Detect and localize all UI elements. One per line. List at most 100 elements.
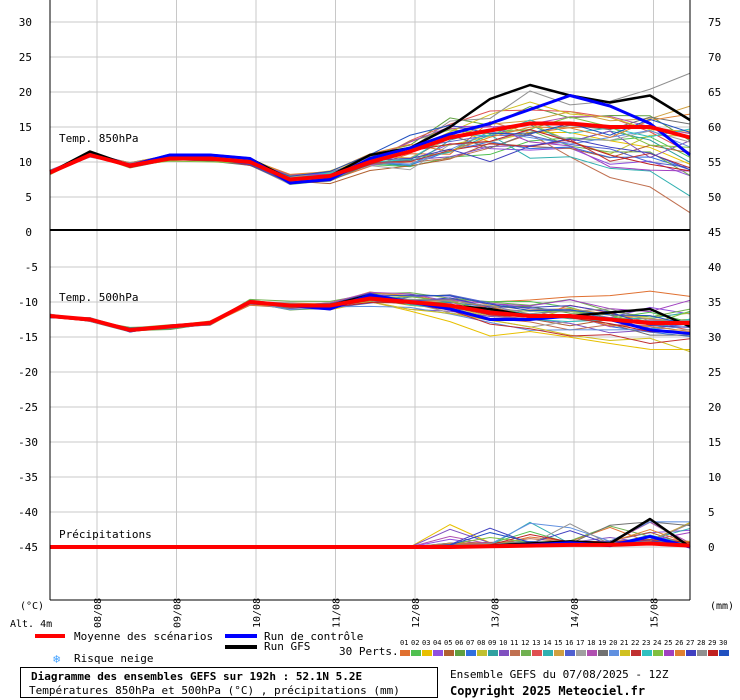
y2-tick-label: 30 — [708, 331, 721, 344]
y-tick-label: -10 — [18, 296, 38, 309]
x-tick-label: 13/08 — [491, 598, 502, 628]
y-tick-label: -45 — [18, 541, 38, 554]
pert-color-swatch — [433, 650, 443, 656]
y-tick-label: -40 — [18, 506, 38, 519]
pert-color-swatch — [466, 650, 476, 656]
pert-color-swatch — [477, 650, 487, 656]
pert-color-swatch — [532, 650, 542, 656]
pert-color-swatch — [642, 650, 652, 656]
y-tick-label: 25 — [19, 51, 32, 64]
x-tick-label: 10/08 — [252, 598, 263, 628]
pert-id-label: 28 — [697, 639, 706, 647]
y-tick-label: -25 — [18, 401, 38, 414]
pert-id-label: 01 — [400, 639, 409, 647]
y2-tick-label: 10 — [708, 471, 721, 484]
pert-color-swatch — [675, 650, 685, 656]
x-tick-label: 08/08 — [93, 598, 104, 628]
footer-subtitle: Températures 850hPa et 500hPa (°C) , pré… — [29, 684, 400, 697]
pert-id-label: 09 — [488, 639, 497, 647]
axes: 302520151050757065605550-5-10-15-20-25-3… — [18, 0, 721, 628]
panel-title-850: Temp. 850hPa — [59, 132, 138, 145]
temp850-perturbation-11 — [49, 133, 691, 214]
pert-color-swatch — [565, 650, 575, 656]
y2-tick-label: 55 — [708, 156, 721, 169]
pert-id-label: 05 — [444, 639, 453, 647]
pert-id-label: 02 — [411, 639, 420, 647]
legend-mean-swatch — [35, 634, 65, 638]
y2-tick-label: 15 — [708, 436, 721, 449]
pert-id-label: 20 — [609, 639, 618, 647]
x-tick-label: 15/08 — [650, 598, 661, 628]
y2-tick-label: 20 — [708, 401, 721, 414]
main-series-lines — [49, 83, 691, 549]
temp500-mean-line — [49, 296, 690, 332]
snowflake-icon: ❄ — [53, 652, 61, 666]
altitude-label: Alt. 4m — [10, 619, 52, 630]
pert-id-label: 30 — [719, 639, 728, 647]
temp850-control-line — [49, 94, 691, 185]
pert-id-label: 14 — [543, 639, 552, 647]
pert-id-label: 24 — [653, 639, 662, 647]
legend-control-label: Run de contrôle — [264, 630, 364, 643]
temp850-perturbation-8 — [49, 122, 691, 181]
pert-color-swatch — [521, 650, 531, 656]
pert-id-label: 12 — [521, 639, 530, 647]
pert-color-swatch — [620, 650, 630, 656]
pert-color-swatch — [455, 650, 465, 656]
y2-tick-label: 25 — [708, 366, 721, 379]
y2-tick-label: 65 — [708, 86, 721, 99]
pert-color-swatch — [598, 650, 608, 656]
y2-tick-label: 75 — [708, 16, 721, 29]
panel-title-500: Temp. 500hPa — [59, 291, 138, 304]
pert-color-swatch — [609, 650, 619, 656]
pert-id-label: 16 — [565, 639, 574, 647]
x-tick-label: 11/08 — [332, 598, 343, 628]
legend-snow-label: Risque neige — [74, 652, 154, 665]
pert-id-label: 27 — [686, 639, 695, 647]
ensemble-run-label: Ensemble GEFS du 07/08/2025 - 12Z — [450, 668, 669, 681]
pert-id-label: 18 — [587, 639, 596, 647]
pert-id-label: 07 — [466, 639, 475, 647]
right-unit-label: (mm) — [710, 601, 734, 612]
y-tick-label: 0 — [25, 226, 32, 239]
pert-color-swatch — [664, 650, 674, 656]
y-tick-label: -5 — [25, 261, 38, 274]
pert-color-swatch — [686, 650, 696, 656]
y2-tick-label: 45 — [708, 226, 721, 239]
pert-id-label: 17 — [576, 639, 585, 647]
pert-id-label: 04 — [433, 639, 442, 647]
pert-id-label: 19 — [598, 639, 607, 647]
copyright-label: Copyright 2025 Meteociel.fr — [450, 684, 646, 698]
pert-id-label: 06 — [455, 639, 464, 647]
legend-gfs-label: Run GFS — [264, 640, 311, 653]
pert-color-swatch — [708, 650, 718, 656]
y-tick-label: -30 — [18, 436, 38, 449]
y-tick-label: -20 — [18, 366, 38, 379]
legend-control-swatch — [225, 634, 257, 638]
pert-id-label: 29 — [708, 639, 717, 647]
pert-color-swatch — [653, 650, 663, 656]
pert-color-swatch — [631, 650, 641, 656]
legend-mean-label: Moyenne des scénarios — [74, 630, 214, 643]
pert-id-label: 10 — [499, 639, 508, 647]
pert-color-swatch — [422, 650, 432, 656]
y2-tick-label: 35 — [708, 296, 721, 309]
pert-id-label: 11 — [510, 639, 519, 647]
pert-id-label: 26 — [675, 639, 684, 647]
pert-id-label: 08 — [477, 639, 486, 647]
pert-color-swatch — [411, 650, 421, 656]
pert-id-label: 22 — [631, 639, 640, 647]
pert-id-label: 15 — [554, 639, 563, 647]
y2-tick-label: 50 — [708, 191, 721, 204]
panel-title-precip: Précipitations — [59, 528, 152, 541]
pert-color-swatch — [488, 650, 498, 656]
pert-color-swatch — [576, 650, 586, 656]
y-tick-label: -35 — [18, 471, 38, 484]
y-tick-label: 30 — [19, 16, 32, 29]
x-tick-label: 12/08 — [411, 598, 422, 628]
y-tick-label: 10 — [19, 156, 32, 169]
pert-id-label: 13 — [532, 639, 541, 647]
x-tick-label: 09/08 — [173, 598, 184, 628]
pert-id-label: 23 — [642, 639, 651, 647]
y-tick-label: 5 — [25, 191, 32, 204]
